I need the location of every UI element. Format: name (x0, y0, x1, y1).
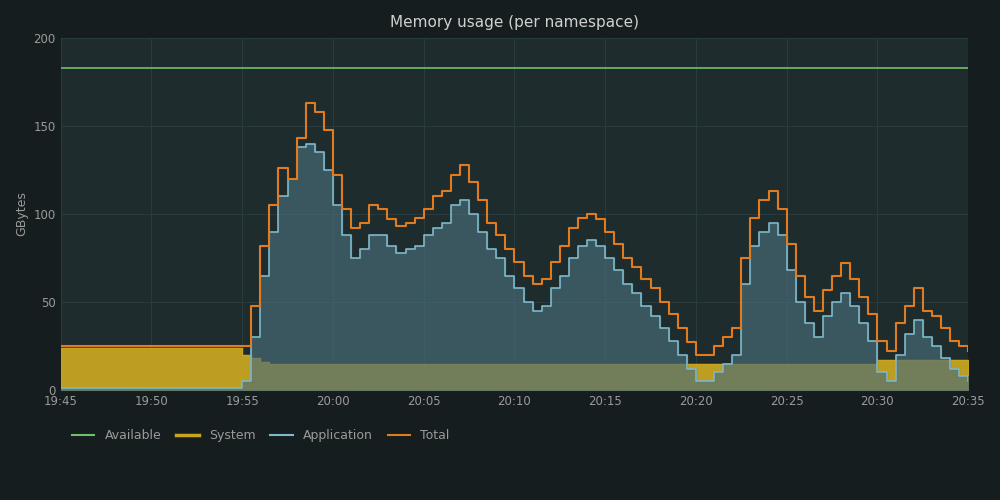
Title: Memory usage (per namespace): Memory usage (per namespace) (390, 15, 639, 30)
Legend: Available, System, Application, Total: Available, System, Application, Total (67, 424, 455, 448)
Y-axis label: GBytes: GBytes (15, 192, 28, 236)
